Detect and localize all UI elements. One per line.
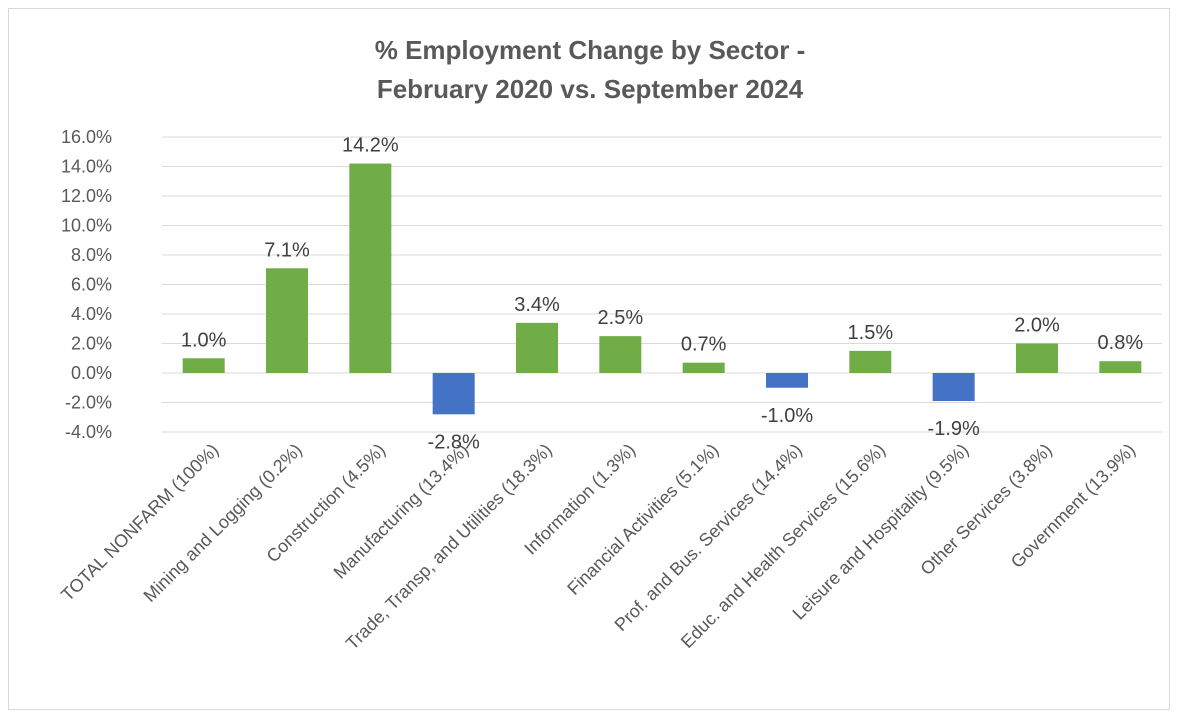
y-tick-label: 16.0% bbox=[61, 127, 112, 147]
data-label: 14.2% bbox=[342, 135, 399, 157]
x-axis-category-labels: TOTAL NONFARM (100%)Mining and Logging (… bbox=[57, 440, 1139, 654]
bar bbox=[682, 362, 725, 373]
chart-subtitle: February 2020 vs. September 2024 bbox=[376, 74, 804, 104]
data-label: 1.0% bbox=[181, 329, 227, 351]
y-tick-label: 12.0% bbox=[61, 186, 112, 206]
y-tick-label: 14.0% bbox=[61, 157, 112, 177]
y-tick-label: 2.0% bbox=[71, 334, 112, 354]
x-category-label: TOTAL NONFARM (100%) bbox=[57, 440, 222, 605]
x-category-label: Financial Activities (5.1%) bbox=[563, 440, 722, 599]
data-label: 3.4% bbox=[514, 294, 560, 316]
bar bbox=[849, 350, 892, 373]
y-tick-label: 0.0% bbox=[71, 363, 112, 383]
x-category-label: Manufacturing (13.4%) bbox=[330, 440, 473, 583]
bar bbox=[266, 268, 308, 373]
y-tick-label: 6.0% bbox=[71, 275, 112, 295]
bar bbox=[432, 373, 475, 415]
y-tick-label: 10.0% bbox=[61, 216, 112, 236]
data-label: 2.5% bbox=[598, 307, 644, 329]
data-label: -2.8% bbox=[428, 431, 480, 453]
x-category-label: Mining and Logging (0.2%) bbox=[140, 440, 306, 606]
bar bbox=[932, 373, 975, 402]
gridlines bbox=[162, 136, 1162, 433]
data-label: -1.0% bbox=[761, 405, 813, 427]
bar bbox=[349, 163, 392, 373]
y-tick-label: 4.0% bbox=[71, 304, 112, 324]
bar bbox=[766, 373, 808, 388]
bar bbox=[1016, 343, 1058, 373]
y-tick-label: 8.0% bbox=[71, 245, 112, 265]
data-label: 2.0% bbox=[1014, 315, 1060, 337]
bar bbox=[516, 322, 558, 373]
y-tick-label: -2.0% bbox=[65, 393, 112, 413]
data-label: -1.9% bbox=[928, 418, 980, 440]
bar bbox=[599, 336, 642, 373]
data-label: 0.8% bbox=[1098, 332, 1144, 354]
y-axis-tick-labels: 16.0% 14.0% 12.0% 10.0% 8.0% 6.0% 4.0% 2.0% 0.0%… bbox=[61, 127, 112, 442]
data-label: 1.5% bbox=[848, 322, 894, 344]
x-category-label: Leisure and Hospitality (9.5%) bbox=[789, 440, 973, 624]
y-tick-label: -4.0% bbox=[65, 422, 112, 442]
data-labels: 1.0% 7.1% 14.2% -2.8% 3.4% 2.5% 0.7% -1.0% 1.5% -… bbox=[181, 135, 1143, 454]
data-label: 7.1% bbox=[264, 239, 310, 261]
bars bbox=[182, 163, 1142, 415]
chart-title: % Employment Change by Sector - bbox=[374, 35, 806, 65]
bar bbox=[1099, 361, 1142, 373]
bar bbox=[182, 358, 225, 373]
data-label: 0.7% bbox=[681, 334, 727, 356]
